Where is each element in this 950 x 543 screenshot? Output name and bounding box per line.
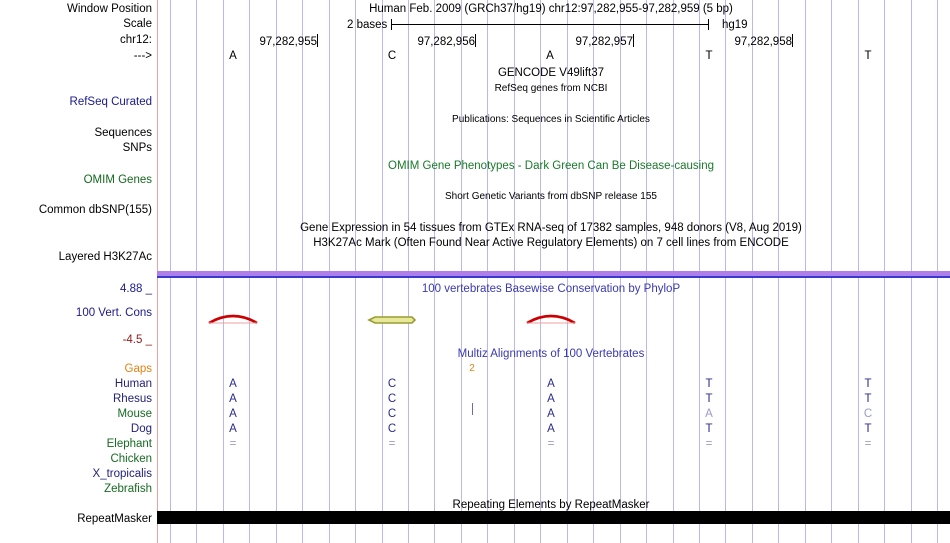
ruler-position-label: 97,282,955 — [259, 36, 317, 48]
title-omim-title: OMIM Gene Phenotypes - Dark Green Can Be… — [388, 160, 714, 172]
title-refseq-subtitle: RefSeq genes from NCBI — [494, 83, 608, 94]
align-base-human-1: A — [229, 378, 237, 390]
species-label-elephant[interactable]: Elephant — [106, 438, 152, 450]
align-base-dog-1: A — [229, 423, 237, 435]
title-repeatmasker-title: Repeating Elements by RepeatMasker — [452, 499, 650, 511]
align-base-mouse-2: C — [387, 408, 397, 420]
h3k27ac-signal-band[interactable] — [157, 271, 950, 276]
align-base-dog-5: T — [864, 423, 872, 435]
mouse-gap-tick — [472, 403, 473, 415]
track-label-cons-max[interactable]: 4.88 _ — [120, 283, 152, 295]
align-base-mouse-1: A — [229, 408, 237, 420]
reference-base: C — [387, 50, 397, 62]
ruler-tick — [792, 34, 793, 47]
reference-base: T — [705, 50, 713, 62]
track-label-refseq-curated[interactable]: RefSeq Curated — [69, 96, 152, 108]
repeatmasker-bar[interactable] — [157, 511, 950, 524]
species-label-x_tropicalis[interactable]: X_tropicalis — [92, 468, 152, 480]
track-label-window-position[interactable]: Window Position — [66, 3, 152, 15]
conservation-positive-mark[interactable] — [207, 310, 259, 328]
conservation-positive-mark[interactable] — [525, 310, 577, 328]
title-multiz-title: Multiz Alignments of 100 Vertebrates — [457, 348, 645, 360]
title-publications-title: Publications: Sequences in Scientific Ar… — [452, 114, 650, 125]
align-base-dog-2: C — [387, 423, 397, 435]
align-base-human-5: T — [864, 378, 872, 390]
align-base-rhesus-2: C — [387, 393, 397, 405]
align-base-rhesus-4: T — [705, 393, 713, 405]
title-gencode-title: GENCODE V49lift37 — [497, 67, 605, 79]
h3k27ac-baseline — [157, 276, 950, 278]
species-label-mouse[interactable]: Mouse — [117, 408, 152, 420]
align-base-rhesus-3: A — [547, 393, 555, 405]
align-base-human-2: C — [387, 378, 397, 390]
track-label-vert-cons[interactable]: 100 Vert. Cons — [75, 307, 152, 319]
ruler-tick — [475, 34, 476, 47]
ruler-tick — [317, 34, 318, 47]
align-base-elephant-1: = — [229, 438, 237, 450]
track-label-layered-h3k27ac[interactable]: Layered H3K27Ac — [58, 251, 152, 263]
ruler-position-label: 97,282,957 — [575, 36, 633, 48]
align-base-human-4: T — [705, 378, 713, 390]
scale-cap-right — [708, 19, 709, 30]
gap-count-label: 2 — [469, 363, 475, 374]
species-label-chicken[interactable]: Chicken — [110, 453, 152, 465]
scale-cap-left — [391, 19, 392, 30]
title-phylop-title: 100 vertebrates Basewise Conservation by… — [421, 283, 681, 295]
track-label-chrom[interactable]: chr12: — [120, 34, 152, 46]
ruler-tick — [633, 34, 634, 47]
title-h3k27ac-title: H3K27Ac Mark (Often Found Near Active Re… — [313, 237, 789, 249]
align-base-elephant-4: = — [705, 438, 713, 450]
align-base-elephant-3: = — [547, 438, 555, 450]
align-base-mouse-5: C — [863, 408, 873, 420]
align-base-rhesus-1: A — [229, 393, 237, 405]
species-label-dog[interactable]: Dog — [130, 423, 152, 435]
species-label-zebrafish[interactable]: Zebrafish — [104, 483, 152, 495]
align-base-rhesus-5: T — [864, 393, 872, 405]
align-base-dog-4: T — [705, 423, 713, 435]
species-label-human[interactable]: Human — [114, 378, 152, 390]
align-base-elephant-2: = — [388, 438, 396, 450]
reference-base: A — [229, 50, 237, 62]
title-assembly-header: Human Feb. 2009 (GRCh37/hg19) chr12:97,2… — [369, 3, 733, 15]
track-label-repeatmasker[interactable]: RepeatMasker — [77, 513, 152, 525]
reference-base: A — [546, 50, 554, 62]
align-base-human-3: A — [547, 378, 555, 390]
track-label-scale[interactable]: Scale — [123, 18, 152, 30]
ruler-position-label: 97,282,958 — [734, 36, 792, 48]
align-base-dog-3: A — [547, 423, 555, 435]
title-gtex-title: Gene Expression in 54 tissues from GTEx … — [300, 222, 802, 234]
reference-base: T — [864, 50, 872, 62]
track-label-cons-min[interactable]: -4.5 _ — [122, 334, 152, 346]
align-base-mouse-3: A — [547, 408, 555, 420]
track-label-sequences[interactable]: Sequences — [94, 127, 152, 139]
scale-bar — [391, 24, 709, 25]
align-base-elephant-5: = — [864, 438, 872, 450]
track-label-snps[interactable]: SNPs — [122, 142, 152, 154]
title-scale-caption: 2 bases — [347, 19, 388, 31]
track-label-gaps[interactable]: Gaps — [124, 363, 153, 375]
title-assembly-short: hg19 — [722, 19, 748, 31]
conservation-negative-mark[interactable] — [366, 310, 418, 328]
align-base-mouse-4: A — [705, 408, 713, 420]
track-label-common-dbsnp[interactable]: Common dbSNP(155) — [38, 204, 152, 216]
title-dbsnp-title: Short Genetic Variants from dbSNP releas… — [445, 191, 657, 202]
track-label-strand[interactable]: ---> — [133, 50, 152, 62]
track-label-omim-genes[interactable]: OMIM Genes — [83, 174, 152, 186]
ruler-position-label: 97,282,956 — [417, 36, 475, 48]
species-label-rhesus[interactable]: Rhesus — [113, 393, 152, 405]
